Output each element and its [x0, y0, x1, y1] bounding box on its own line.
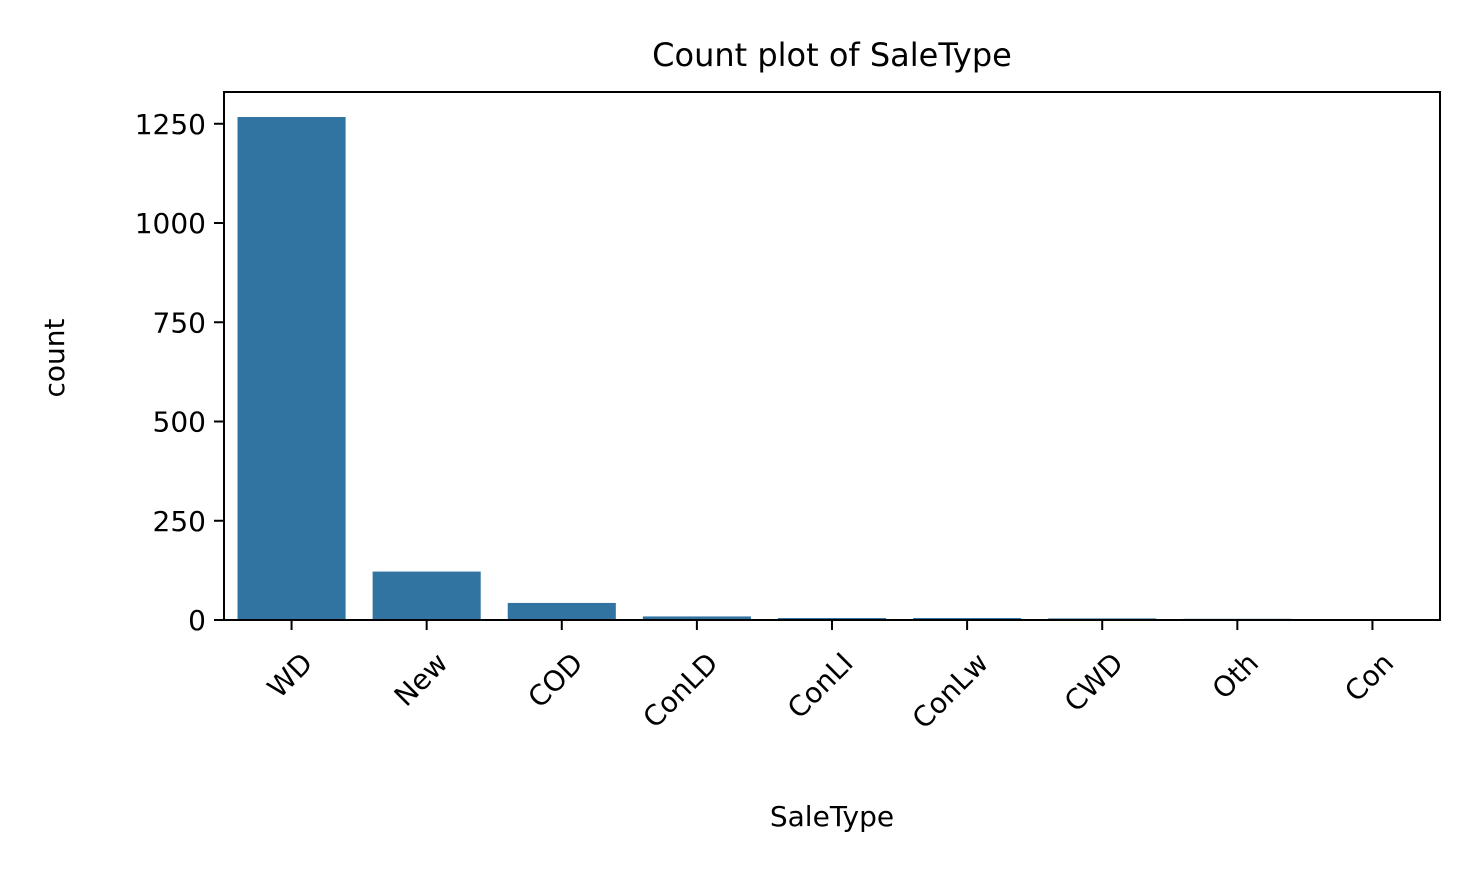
bars-layer [237, 117, 1427, 620]
x-tick-label: Con [1338, 646, 1400, 708]
x-tick-label: ConLD [636, 646, 724, 734]
x-tick-label: COD [521, 646, 589, 714]
bar-conld [642, 616, 751, 620]
y-tick-label: 500 [153, 406, 206, 439]
y-tick-label: 750 [153, 306, 206, 339]
x-axis: WD New COD ConLD ConLI ConLw CWD Oth Con [261, 620, 1400, 735]
chart-title: Count plot of SaleType [652, 36, 1012, 74]
x-tick-label: Oth [1206, 646, 1265, 705]
x-tick-label: CWD [1058, 646, 1130, 718]
x-axis-label: SaleType [770, 800, 894, 833]
x-tick-label: New [388, 646, 455, 713]
y-tick-label: 250 [153, 505, 206, 538]
x-tick-label: ConLw [906, 646, 995, 735]
y-tick-label: 0 [188, 604, 206, 637]
y-tick-label: 1250 [135, 108, 206, 141]
plot-frame [223, 91, 1441, 621]
bar-wd [237, 117, 346, 620]
bar-cod [507, 602, 616, 620]
y-axis: 0 250 500 750 1000 1250 [135, 108, 224, 637]
y-tick-label: 1000 [135, 207, 206, 240]
x-tick-label: ConLI [781, 646, 860, 725]
y-axis-label: count [38, 318, 71, 397]
x-tick-label: WD [261, 646, 319, 704]
bar-new [372, 571, 481, 620]
